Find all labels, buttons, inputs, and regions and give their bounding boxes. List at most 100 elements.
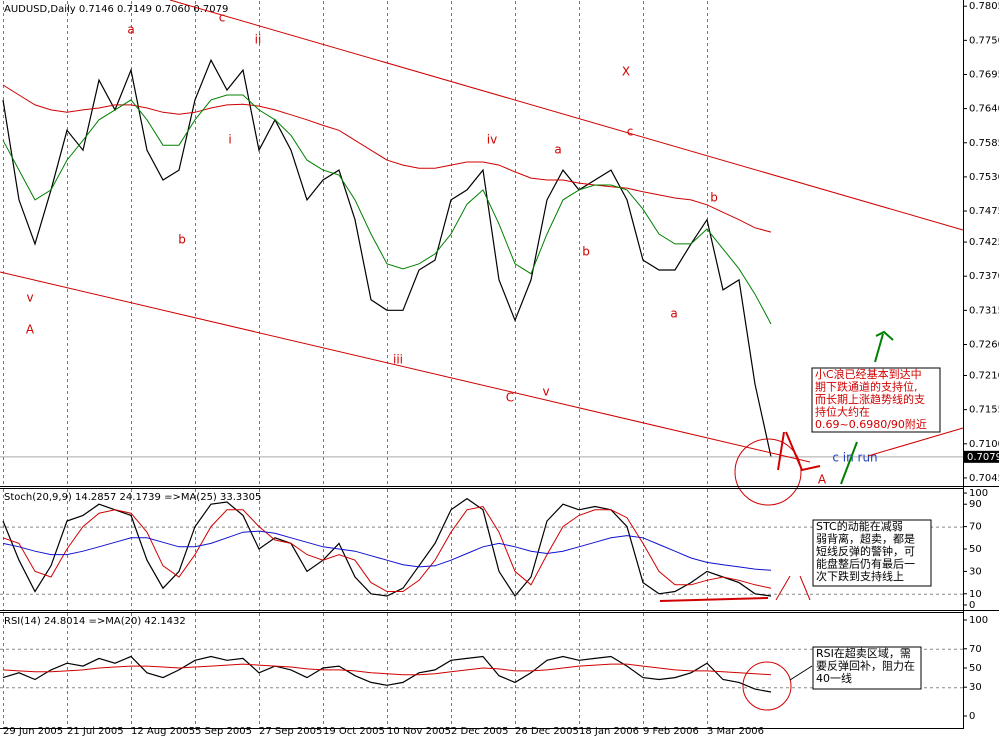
y-tick-label: 70 [969, 522, 982, 533]
series-line [2, 505, 772, 592]
x-tick-label: 9 Feb 2006 [643, 726, 699, 736]
note-text: 期下跌通道的支持位, [815, 380, 918, 394]
note-text: 40一线 [816, 671, 852, 685]
note-text: RSI在超卖区域，需 [816, 646, 911, 660]
y-tick-label: 0 [969, 711, 975, 722]
y-tick-label: 0.7425 [969, 237, 999, 248]
y-tick-label: 50 [969, 544, 982, 555]
y-tick-label: 100 [969, 615, 988, 626]
y-tick-label: 0.7475 [969, 206, 999, 217]
series-line [2, 94, 772, 325]
wave-label: b [582, 245, 590, 259]
note-text: 要反弹回补，阻力在 [816, 659, 915, 673]
y-tick-label: 90 [969, 499, 982, 510]
series-line [2, 663, 772, 676]
x-tick-label: 26 Dec 2005 [515, 726, 579, 736]
x-tick-label: 27 Sep 2005 [259, 726, 322, 736]
wave-label: a [670, 307, 677, 321]
wave-label: C [506, 391, 514, 405]
y-tick-label: 70 [969, 644, 982, 655]
note-text: 0.69~0.6980/90附近 [815, 417, 927, 431]
wave-label: A [26, 323, 35, 337]
wave-label: X [622, 65, 630, 79]
note-text: 短线反弹的警钟，可 [816, 544, 915, 558]
note-text: 次下跌到支持线上 [816, 569, 904, 583]
wave-label: A [818, 473, 827, 487]
hand-drawing [0, 0, 964, 711]
note-text: 而长期上涨趋势线的支 [815, 392, 925, 406]
support-stroke [659, 597, 769, 602]
wave-label: a [127, 23, 134, 37]
price-badge [964, 450, 999, 463]
panel [0, 497, 963, 598]
series-line [2, 530, 772, 571]
x-tick-label: 10 Nov 2005 [387, 726, 451, 736]
panel-title: AUDUSD,Daily 0.7146 0.7149 0.7060 0.7079 [4, 4, 228, 15]
channel-lower [0, 271, 811, 463]
series-line [2, 655, 772, 693]
y-tick-label: 0.7045 [969, 473, 999, 484]
wave-label: b [178, 233, 186, 247]
note-text: STC的动能在减弱 [816, 519, 903, 533]
wave-label: b [710, 191, 718, 205]
red-stroke [777, 431, 821, 472]
series-line [2, 497, 772, 598]
y-tick-label: 50 [969, 663, 982, 674]
y-tick-label: 10 [969, 589, 982, 600]
wave-label: iii [393, 353, 403, 367]
wave-label: ii [255, 33, 262, 47]
note-box [812, 646, 922, 690]
wave-label: i [228, 133, 231, 147]
red-stroke [775, 575, 811, 601]
x-tick-label: 5 Sep 2005 [195, 726, 252, 736]
green-stroke [840, 441, 858, 485]
x-tick-label: 21 Jul 2005 [67, 726, 124, 736]
y-tick-label: 0.7315 [969, 305, 999, 316]
series-line [2, 84, 772, 233]
x-tick-label: 2 Dec 2005 [451, 726, 509, 736]
y-tick-label: 30 [969, 566, 982, 577]
x-tick-label: 18 Jan 2006 [579, 726, 639, 736]
y-tick-label: 0.7585 [969, 138, 999, 149]
price-label: 0.7079 [967, 452, 999, 463]
note-text: 能盘整后仍有最后一 [816, 557, 915, 571]
series-line [2, 58, 772, 457]
y-tick-label: 100 [969, 488, 988, 499]
wave-label: c in run [832, 451, 877, 465]
wave-label: c [219, 11, 226, 25]
note-text: 小C浪已经基本到达中 [815, 367, 922, 381]
note-box [811, 367, 941, 433]
x-tick-label: 12 Aug 2005 [131, 726, 195, 736]
wave-label: iv [487, 133, 497, 147]
note-box [812, 519, 932, 587]
panel [0, 58, 963, 458]
y-tick-label: 0.7155 [969, 405, 999, 416]
panel [0, 648, 963, 693]
pointer [789, 665, 813, 681]
x-tick-label: 3 Mar 2006 [707, 726, 764, 736]
wave-label: v [542, 385, 549, 399]
x-tick-label: 19 Oct 2005 [323, 726, 385, 736]
y-tick-label: 0.7695 [969, 69, 999, 80]
circle-mark [734, 438, 802, 506]
panel-title: Stoch(20,9,9) 14.2857 24.1739 =>MA(25) 3… [4, 492, 261, 503]
circle-mark [742, 661, 792, 711]
panel-title: RSI(14) 24.8014 =>MA(20) 42.1432 [4, 616, 186, 627]
note-text: 弱背离，超卖，都是 [816, 532, 915, 546]
green-arrow [874, 330, 894, 363]
y-tick-label: 30 [969, 682, 982, 693]
wave-label: v [26, 291, 33, 305]
wave-label: c [627, 125, 634, 139]
channel-upper [169, 0, 964, 231]
x-tick-label: 29 Jun 2005 [3, 726, 63, 736]
wave-label: a [554, 143, 561, 157]
